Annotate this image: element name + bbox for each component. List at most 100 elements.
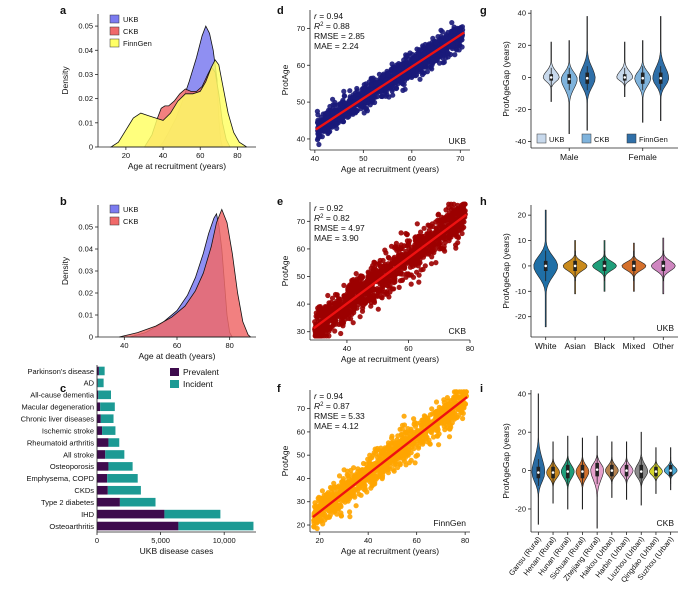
- panel-i-0-violin: [531, 393, 546, 525]
- panel-f-point: [425, 421, 431, 427]
- panel-h-ytick-label: 20: [518, 211, 526, 220]
- panel-b-legend-label-ckb: CKB: [123, 217, 138, 226]
- panel-a-ytick-label: 0.02: [78, 94, 93, 103]
- panel-d-point: [330, 110, 336, 116]
- panel-f-stat-line: r = 0.94: [314, 391, 343, 401]
- panel-c-category-label: All stroke: [63, 450, 94, 459]
- panel-f-point: [411, 421, 417, 427]
- panel-d-point: [330, 96, 336, 102]
- panel-f-point: [413, 453, 419, 459]
- panel-f-point: [332, 485, 339, 491]
- panel-e-point: [408, 281, 414, 287]
- panel-f-point: [329, 505, 335, 511]
- panel-e-point: [345, 315, 351, 321]
- panel-f-point: [395, 464, 401, 471]
- panel-a-xtick-label: 20: [122, 151, 130, 160]
- panel-f-point: [362, 486, 368, 492]
- panel-e-point: [317, 304, 323, 310]
- panel-f-stat-line: R2 = 0.87: [314, 401, 350, 411]
- panel-a-legend-label-ckb: CKB: [123, 27, 138, 36]
- panel-d-point: [354, 88, 360, 94]
- panel-f-point: [389, 443, 395, 449]
- panel-d-point: [314, 137, 321, 143]
- panel-f-xlabel: Age at recruitment (years): [341, 546, 439, 556]
- panel-letter-f: f: [277, 383, 281, 395]
- panel-d-point: [380, 72, 386, 79]
- panel-c-bar-incident: [97, 378, 104, 388]
- panel-f-point: [336, 473, 343, 479]
- panel-e-xlabel: Age at recruitment (years): [341, 354, 439, 364]
- panel-a-legend-swatch-ukb: [109, 14, 120, 24]
- panel-b-ylabel: Density: [60, 256, 70, 285]
- panel-c-bar-incident: [98, 366, 105, 376]
- panel-e-point: [442, 239, 448, 245]
- panel-a-legend-swatch-finngen: [109, 38, 120, 48]
- panel-g-legend-swatch-ukb: [536, 133, 547, 144]
- panel-d-point: [425, 43, 431, 49]
- panel-e-point: [333, 321, 339, 327]
- panel-d-point: [433, 39, 439, 46]
- panel-d-point: [430, 57, 436, 63]
- panel-f-point: [450, 412, 456, 419]
- panel-a-ytick-label: 0.04: [78, 46, 93, 55]
- panel-e-xtick-label: 80: [466, 344, 474, 353]
- panel-e-point: [349, 280, 355, 286]
- panel-f-point: [367, 452, 373, 458]
- panel-c-bar-prevalent: [97, 462, 109, 471]
- panel-d-point: [383, 86, 389, 92]
- panel-h-category-label: Asian: [564, 341, 586, 351]
- panel-e-point: [421, 225, 427, 231]
- panel-a-density-recruitment: 20 40 60 80 0 0.01 0.02 0.03 0.04 0.05 Density Age …: [60, 14, 256, 171]
- panel-d-ytick-label: 60: [297, 61, 305, 70]
- panel-b-density-death: 40 60 80 0 0.01 0.02 0.03 0.04 0.05 Density Age at…: [60, 204, 256, 361]
- panel-d-point: [389, 88, 395, 94]
- panel-f-point: [423, 435, 429, 441]
- panel-e-point: [368, 300, 374, 306]
- panel-e-fit-line: [312, 213, 468, 330]
- panel-h-1-median: [573, 264, 577, 268]
- panel-c-category-label: Parkinson's disease: [28, 367, 94, 376]
- panel-e-point: [415, 243, 421, 249]
- panel-e-point: [391, 286, 397, 292]
- panel-g-ytick-label: 20: [518, 41, 526, 50]
- panel-e-stat-line: r = 0.92: [314, 203, 343, 213]
- panel-c-xtick-label: 5,000: [151, 536, 170, 545]
- panel-letter-g: g: [480, 5, 487, 17]
- panel-f-point: [390, 467, 396, 473]
- panel-e-point: [314, 315, 320, 321]
- panel-c-bar-prevalent: [97, 438, 109, 447]
- panel-f-xtick-label: 20: [316, 536, 324, 545]
- panel-e-point: [377, 257, 383, 264]
- panel-e-point: [417, 250, 423, 256]
- panel-c-legend-label-incident: Incident: [183, 379, 213, 389]
- panel-f-point: [430, 411, 436, 417]
- panel-f-point: [389, 435, 395, 441]
- panel-f-point: [377, 457, 383, 463]
- panel-e-point: [404, 238, 410, 244]
- panel-d-xtick-label: 50: [359, 154, 367, 163]
- panel-g-female-finngen-median: [659, 76, 663, 80]
- panel-d-point: [361, 110, 367, 116]
- panel-letter-h: h: [480, 196, 487, 208]
- panel-d-xtick-label: 60: [408, 154, 416, 163]
- panel-f-point: [358, 492, 364, 498]
- panel-f-point: [433, 399, 440, 405]
- panel-e-point: [363, 281, 369, 287]
- panel-f-point: [317, 518, 323, 524]
- panel-d-point: [347, 88, 353, 94]
- panel-i-2-median: [566, 470, 570, 473]
- panel-letter-c: c: [60, 383, 66, 395]
- panel-d-xlabel: Age at recruitment (years): [341, 164, 439, 174]
- panel-e-point: [357, 314, 363, 320]
- panel-f-point: [456, 412, 462, 418]
- panel-g-group-label: Male: [560, 152, 579, 162]
- panel-g-legend-label-ukb: UKB: [549, 135, 564, 144]
- panel-d-point: [373, 81, 379, 87]
- panel-e-point: [351, 302, 357, 308]
- panel-a-xlabel: Age at recruitment (years): [128, 161, 226, 171]
- panel-d-point: [390, 92, 396, 98]
- panel-d-point: [396, 66, 402, 72]
- panel-i-4-median: [595, 468, 599, 471]
- panel-e-point: [428, 233, 434, 239]
- panel-c-bar-prevalent: [97, 497, 120, 507]
